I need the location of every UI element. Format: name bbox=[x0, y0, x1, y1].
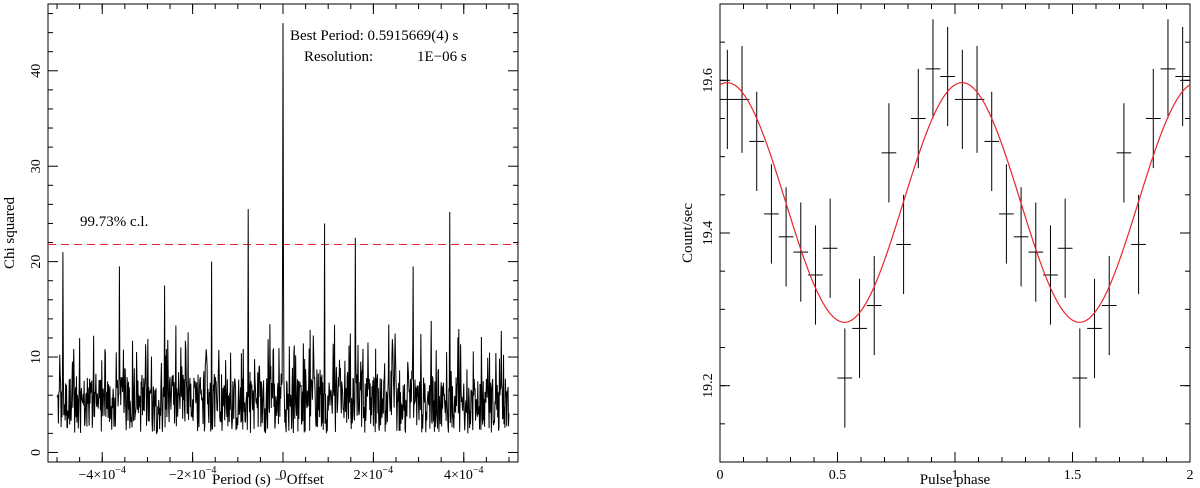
pulse-profile-tick-labels: 0 0.5 1 1.5 2 19.2 19.4 19.6 bbox=[701, 68, 1194, 483]
pulse-profile-ticks bbox=[719, 3, 1191, 463]
periodogram-x-tick-exponent: −4 bbox=[206, 465, 217, 476]
periodogram-y-tick-label: 0 bbox=[29, 449, 44, 456]
pulse-profile-data-point bbox=[1175, 26, 1190, 127]
periodogram-ticks bbox=[48, 4, 518, 462]
pulse-profile-data-point bbox=[910, 68, 926, 169]
periodogram-y-tick-label: 20 bbox=[29, 255, 44, 269]
confidence-threshold-label: 99.73% c.l. bbox=[80, 214, 148, 230]
pulse-profile-data-point bbox=[837, 328, 853, 428]
pulse-profile-data-point bbox=[925, 19, 941, 119]
periodogram-y-tick-label: 40 bbox=[29, 64, 44, 78]
periodogram-x-tick-label: −2×10−4 bbox=[169, 465, 216, 483]
pulse-profile-x-tick-label: 1 bbox=[952, 468, 959, 483]
pulse-profile-data-point bbox=[749, 91, 765, 192]
chi-squared-series-line bbox=[56, 23, 510, 435]
pulse-profile-data-point bbox=[955, 49, 970, 150]
pulse-profile-data-point bbox=[940, 26, 955, 127]
sinusoid-fit-curve bbox=[719, 82, 1191, 323]
periodogram-x-tick-mantissa: 4×10 bbox=[444, 468, 473, 483]
periodogram-x-tick-label: 4×10−4 bbox=[444, 465, 484, 483]
pulse-profile-data-point bbox=[1087, 278, 1102, 379]
periodogram-x-tick-mantissa: −4×10 bbox=[79, 468, 116, 483]
pulse-profile-x-tick-label: 0 bbox=[717, 468, 724, 483]
periodogram-x-tick-exponent: −4 bbox=[383, 465, 394, 476]
pulse-profile-data-point bbox=[793, 202, 809, 302]
pulse-profile-data-point bbox=[1028, 202, 1044, 302]
pulse-profile-panel: 0 0.5 1 1.5 2 19.2 19.4 19.6 Pulse phase Count/… bbox=[680, 3, 1194, 488]
pulse-profile-data-points bbox=[720, 19, 1190, 428]
pulse-profile-x-tick-label: 2 bbox=[1187, 468, 1194, 483]
pulse-profile-y-tick-label: 19.4 bbox=[701, 221, 716, 246]
pulse-profile-data-point bbox=[822, 198, 838, 298]
periodogram-ylabel: Chi squared bbox=[2, 196, 18, 269]
pulse-profile-data-point bbox=[999, 164, 1014, 264]
periodogram-x-tick-mantissa: −2×10 bbox=[169, 468, 206, 483]
pulse-profile-x-tick-label: 0.5 bbox=[829, 468, 847, 483]
pulse-profile-data-point bbox=[1131, 194, 1146, 295]
pulse-profile-data-point bbox=[1101, 255, 1117, 356]
pulse-profile-y-tick-label: 19.6 bbox=[701, 68, 716, 93]
pulse-profile-xlabel: Pulse phase bbox=[920, 472, 991, 488]
pulse-profile-data-point bbox=[1057, 198, 1073, 298]
periodogram-x-tick-label: 0 bbox=[280, 468, 287, 483]
pulse-profile-plot-frame bbox=[719, 3, 1191, 463]
best-period-annotation: Best Period: 0.5915669(4) s bbox=[290, 28, 458, 44]
periodogram-x-tick-mantissa: 2×10 bbox=[354, 468, 383, 483]
periodogram-x-tick-label: −4×10−4 bbox=[79, 465, 126, 483]
pulse-profile-data-point bbox=[984, 91, 1000, 192]
periodogram-x-tick-exponent: −4 bbox=[115, 465, 126, 476]
resolution-label: Resolution: bbox=[304, 49, 373, 65]
pulse-profile-data-point bbox=[852, 278, 867, 379]
periodogram-xlabel: Period (s) − Offset bbox=[212, 472, 325, 488]
periodogram-x-tick-label: 2×10−4 bbox=[354, 465, 394, 483]
periodogram-x-tick-exponent: −4 bbox=[473, 465, 484, 476]
periodogram-y-tick-label: 30 bbox=[29, 159, 44, 173]
pulse-profile-data-point bbox=[1160, 19, 1176, 119]
pulse-profile-data-point bbox=[764, 164, 779, 264]
pulse-profile-ylabel: Count/sec bbox=[680, 203, 696, 263]
periodogram-y-tick-label: 10 bbox=[29, 350, 44, 364]
pulse-profile-data-point bbox=[881, 103, 897, 203]
pulse-profile-y-tick-label: 19.2 bbox=[701, 373, 716, 398]
pulse-profile-x-tick-label: 1.5 bbox=[1064, 468, 1082, 483]
pulse-profile-data-point bbox=[866, 255, 882, 356]
pulse-profile-data-point bbox=[720, 49, 735, 150]
pulse-profile-data-point bbox=[1116, 103, 1132, 203]
pulse-profile-data-point bbox=[1145, 68, 1161, 169]
pulse-profile-data-point bbox=[896, 194, 911, 295]
pulse-profile-data-point bbox=[1072, 328, 1088, 428]
resolution-value: 1E−06 s bbox=[417, 49, 467, 65]
